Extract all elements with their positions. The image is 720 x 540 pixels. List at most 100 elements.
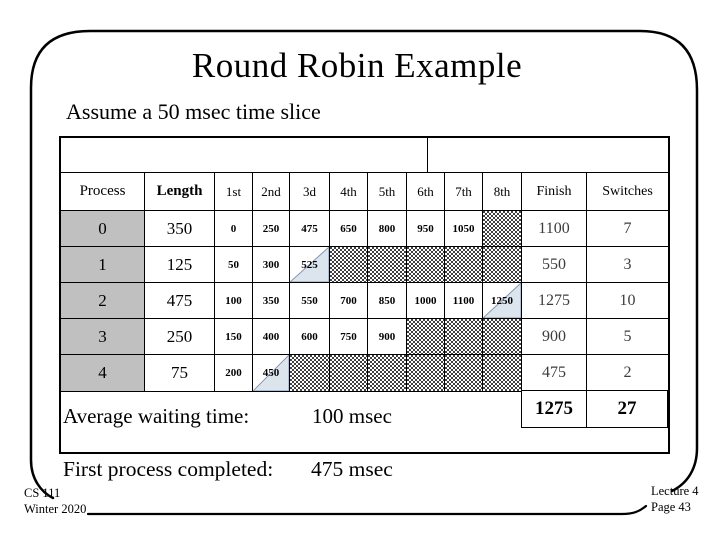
quantum-cell-hatched: [290, 355, 329, 391]
col-header-2nd: 2nd: [253, 173, 289, 210]
quantum-cell-text: 50: [228, 258, 239, 271]
quantum-cell-text: 1050: [452, 222, 475, 235]
quantum-cell: 250: [253, 211, 289, 246]
quantum-cell: 350: [253, 283, 289, 318]
quantum-cell-text: 850: [378, 294, 396, 307]
finish-cell: 475: [522, 355, 586, 391]
col-header-3d-text: 3d: [303, 183, 316, 199]
course-footer: CS 111 Winter 2020: [24, 485, 86, 517]
average-waiting-label: Average waiting time:: [63, 404, 250, 428]
quantum-cell-hatched: [483, 319, 521, 354]
quantum-cell-text: 300: [262, 258, 280, 271]
quantum-cell-text: 800: [378, 222, 396, 235]
quantum-cell-hatched: [368, 355, 406, 391]
quantum-cell-hatched: [483, 247, 521, 282]
finish-cell: 1100: [522, 211, 586, 246]
col-header-8th: 8th: [483, 173, 521, 210]
course-footer-line1: CS 111: [24, 486, 61, 500]
quantum-cell-text: 650: [340, 222, 357, 235]
average-waiting-value: 100 msec: [312, 404, 392, 428]
quantum-cell-text: 400: [262, 330, 280, 343]
col-header-6th-text: 6th: [417, 183, 434, 199]
quantum-cell: 1100: [445, 283, 482, 318]
process-cell-text: 0: [98, 218, 107, 238]
schedule-grid: Process Length 1st 2nd 3d 4th 5th 6th 7th 8th Fini…: [61, 173, 668, 392]
col-header-process: Process: [61, 173, 144, 210]
col-header-2nd-text: 2nd: [261, 183, 281, 199]
quantum-cell: 1250: [483, 283, 521, 318]
quantum-cell: 600: [290, 319, 329, 354]
process-cell: 1: [61, 247, 144, 282]
switches-cell: 7: [587, 211, 668, 246]
quantum-cell-hatched: [483, 355, 521, 391]
col-header-7th: 7th: [445, 173, 482, 210]
quantum-cell-hatched: [445, 355, 482, 391]
quantum-cell-text: 450: [262, 367, 280, 379]
col-header-7th-text: 7th: [455, 183, 472, 199]
process-cell: 4: [61, 355, 144, 391]
schedule-table: Process Length 1st 2nd 3d 4th 5th 6th 7th 8th Fini…: [59, 136, 670, 454]
col-header-switches-text: Switches: [602, 183, 653, 199]
quantum-cell-text: 350: [262, 294, 280, 307]
finish-cell-text: 1275: [538, 291, 570, 309]
quantum-cell: 525: [290, 247, 329, 282]
quantum-cell: 950: [407, 211, 444, 246]
col-header-length-text: Length: [156, 183, 203, 199]
switches-cell: 10: [587, 283, 668, 318]
first-completed-value: 475 msec: [311, 457, 393, 481]
process-cell-text: 3: [98, 326, 107, 346]
quantum-cell: 900: [368, 319, 406, 354]
finish-cell: 900: [522, 319, 586, 354]
switches-cell: 2: [587, 355, 668, 391]
quantum-cell-text: 1250: [491, 294, 513, 307]
col-header-switches: Switches: [587, 173, 668, 210]
finish-cell-text: 550: [542, 255, 566, 273]
switches-cell-text: 3: [623, 255, 632, 273]
quantum-cell-hatched: [407, 319, 444, 354]
quantum-cell: 700: [330, 283, 367, 318]
quantum-cell-hatched: [407, 355, 444, 391]
quantum-cell: 1050: [445, 211, 482, 246]
top-row-divider: [427, 138, 428, 172]
total-finish-cell: 1275: [521, 390, 587, 428]
footer-divider-line: [86, 504, 648, 516]
col-header-5th: 5th: [368, 173, 406, 210]
length-cell-text: 350: [166, 218, 193, 238]
quantum-cell-hatched: [330, 247, 367, 282]
length-cell: 350: [145, 211, 214, 246]
quantum-cell-hatched: [330, 355, 367, 391]
course-footer-line2: Winter 2020: [24, 502, 87, 516]
switches-cell: 3: [587, 247, 668, 282]
quantum-cell-text: 100: [225, 294, 242, 307]
process-cell-text: 4: [98, 363, 107, 382]
col-header-finish-text: Finish: [536, 183, 572, 199]
finish-cell: 1275: [522, 283, 586, 318]
page-footer: Lecture 4 Page 43: [651, 483, 699, 515]
quantum-cell-text: 250: [262, 222, 280, 235]
finish-cell-text: 900: [542, 327, 566, 345]
col-header-4th: 4th: [330, 173, 367, 210]
col-header-4th-text: 4th: [340, 183, 357, 199]
col-header-length: Length: [145, 173, 214, 210]
quantum-cell: 300: [253, 247, 289, 282]
quantum-cell: 650: [330, 211, 367, 246]
length-cell-text: 475: [166, 290, 193, 310]
quantum-cell-text: 600: [301, 330, 318, 343]
col-header-3d: 3d: [290, 173, 329, 210]
quantum-cell-text: 950: [417, 222, 434, 235]
quantum-cell-text: 200: [225, 367, 242, 379]
quantum-cell-text: 750: [340, 330, 357, 343]
switches-cell: 5: [587, 319, 668, 354]
quantum-cell: 450: [253, 355, 289, 391]
quantum-cell: 1000: [407, 283, 444, 318]
process-cell-text: 2: [98, 290, 107, 310]
quantum-cell: 100: [215, 283, 252, 318]
process-cell: 3: [61, 319, 144, 354]
quantum-cell: 475: [290, 211, 329, 246]
length-cell: 75: [145, 355, 214, 391]
length-cell: 250: [145, 319, 214, 354]
switches-cell-text: 2: [623, 364, 632, 381]
quantum-cell: 400: [253, 319, 289, 354]
page-footer-line1: Lecture 4: [651, 484, 699, 498]
